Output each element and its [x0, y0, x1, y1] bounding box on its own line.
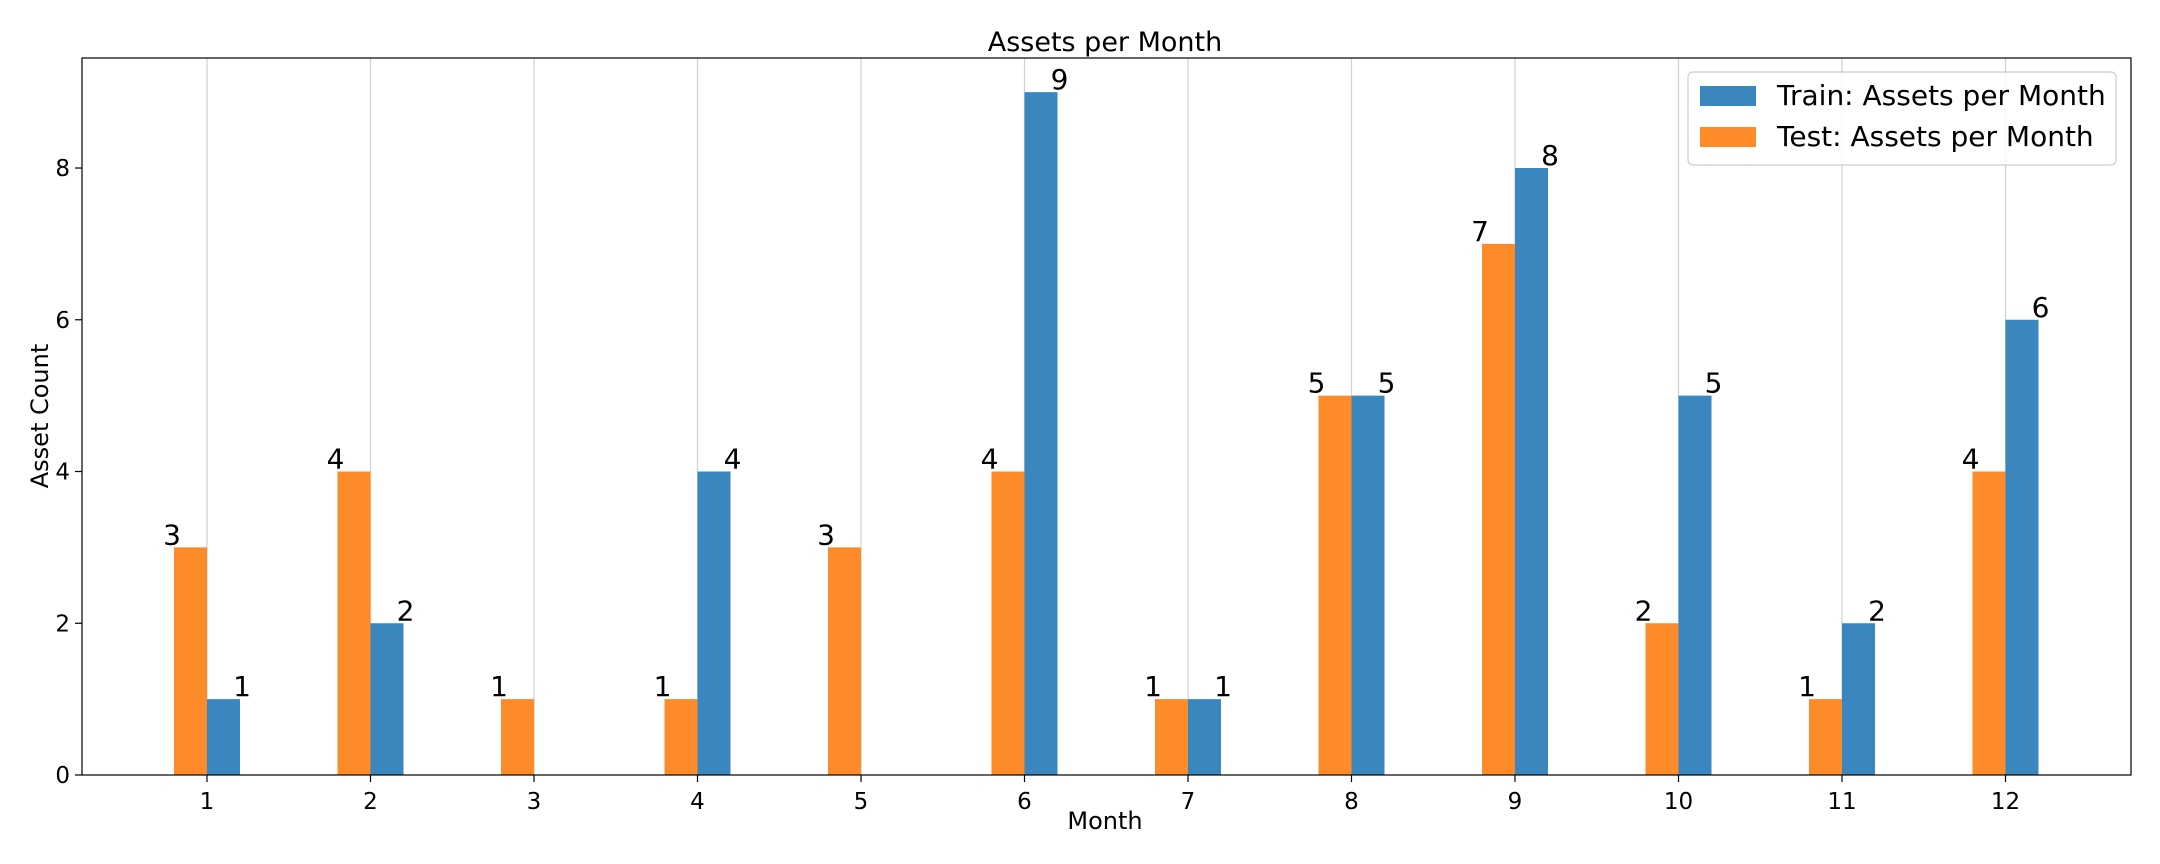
y-axis-ticks: 0 2 4 6 8: [55, 156, 82, 789]
data-label-train: 1: [233, 670, 251, 703]
bar-test: [501, 699, 534, 775]
y-tick-label: 8: [55, 156, 70, 182]
bar-test: [174, 547, 207, 775]
data-label-test: 1: [654, 670, 672, 703]
bar-train: [2005, 319, 2039, 775]
legend-box: [1687, 71, 2117, 166]
data-label-test: 7: [1471, 215, 1489, 248]
x-tick-label: 11: [1827, 789, 1856, 815]
data-label-test: 4: [1962, 443, 1980, 476]
data-label-train: 5: [1705, 367, 1723, 400]
x-tick-label: 1: [200, 789, 215, 815]
legend-swatch-test: [1700, 127, 1756, 147]
x-tick-label: 10: [1664, 789, 1693, 815]
plot-frame: [81, 57, 2132, 776]
data-label-test: 2: [1635, 594, 1653, 627]
y-axis-label: Asset Count: [26, 344, 54, 489]
data-label-test: 1: [490, 670, 508, 703]
x-tick-label: 4: [690, 789, 705, 815]
data-label-train: 2: [1868, 594, 1886, 627]
data-label-train: 6: [2032, 291, 2050, 324]
legend-label-train: Train: Assets per Month: [1776, 79, 2106, 112]
data-label-train: 1: [1214, 670, 1232, 703]
chart-title: Assets per Month: [988, 27, 1223, 58]
data-label-test: 1: [1798, 670, 1816, 703]
y-tick-label: 6: [55, 308, 70, 334]
x-axis-ticks: 1 2 3 4 5 6 7 8 9 10 11 12: [200, 775, 2020, 815]
bar-train: [370, 623, 404, 775]
bar-test: [1155, 699, 1188, 775]
x-tick-label: 8: [1344, 789, 1359, 815]
bar-test: [828, 547, 861, 775]
data-label-train: 8: [1541, 139, 1559, 172]
bar-train: [1351, 395, 1385, 775]
data-label-train: 4: [724, 443, 742, 476]
data-label-test: 5: [1308, 367, 1326, 400]
legend: Train: Assets per Month Test: Assets per…: [1687, 71, 2117, 166]
bar-test: [1482, 243, 1515, 775]
bars: [174, 92, 2039, 775]
bar-test: [991, 471, 1025, 775]
data-labels: 3 1 4 2 1 1 4 3 4 9 1 1 5 5 7 8 2 5 1 2 4 6: [163, 63, 2049, 703]
bar-train: [1188, 699, 1221, 775]
legend-label-test: Test: Assets per Month: [1776, 120, 2094, 153]
y-tick-label: 4: [55, 460, 70, 486]
bar-test: [1972, 471, 2006, 775]
bar-train: [1678, 395, 1712, 775]
y-tick-label: 0: [55, 763, 70, 789]
bar-test: [1318, 395, 1352, 775]
x-tick-label: 9: [1508, 789, 1523, 815]
x-tick-label: 2: [363, 789, 378, 815]
data-label-train: 5: [1378, 367, 1396, 400]
data-label-test: 4: [981, 443, 999, 476]
bar-test: [664, 699, 698, 775]
bar-train: [207, 699, 240, 775]
x-axis-label: Month: [1067, 807, 1142, 835]
x-tick-label: 5: [854, 789, 869, 815]
bar-train: [1024, 92, 1058, 775]
data-label-train: 2: [397, 594, 415, 627]
legend-swatch-train: [1700, 86, 1756, 106]
bar-test: [337, 471, 371, 775]
x-tick-label: 7: [1181, 789, 1196, 815]
data-label-train: 9: [1051, 63, 1069, 96]
x-tick-label: 12: [1991, 789, 2020, 815]
bar-train: [1515, 168, 1548, 775]
bar-train: [1842, 623, 1875, 775]
bar-train: [697, 471, 731, 775]
data-label-test: 1: [1144, 670, 1162, 703]
bar-test: [1645, 623, 1679, 775]
data-label-test: 4: [327, 443, 345, 476]
x-tick-label: 6: [1017, 789, 1032, 815]
data-label-test: 3: [163, 518, 181, 551]
data-label-test: 3: [817, 518, 835, 551]
x-tick-label: 3: [527, 789, 542, 815]
bar-test: [1809, 699, 1842, 775]
y-tick-label: 2: [55, 611, 70, 637]
